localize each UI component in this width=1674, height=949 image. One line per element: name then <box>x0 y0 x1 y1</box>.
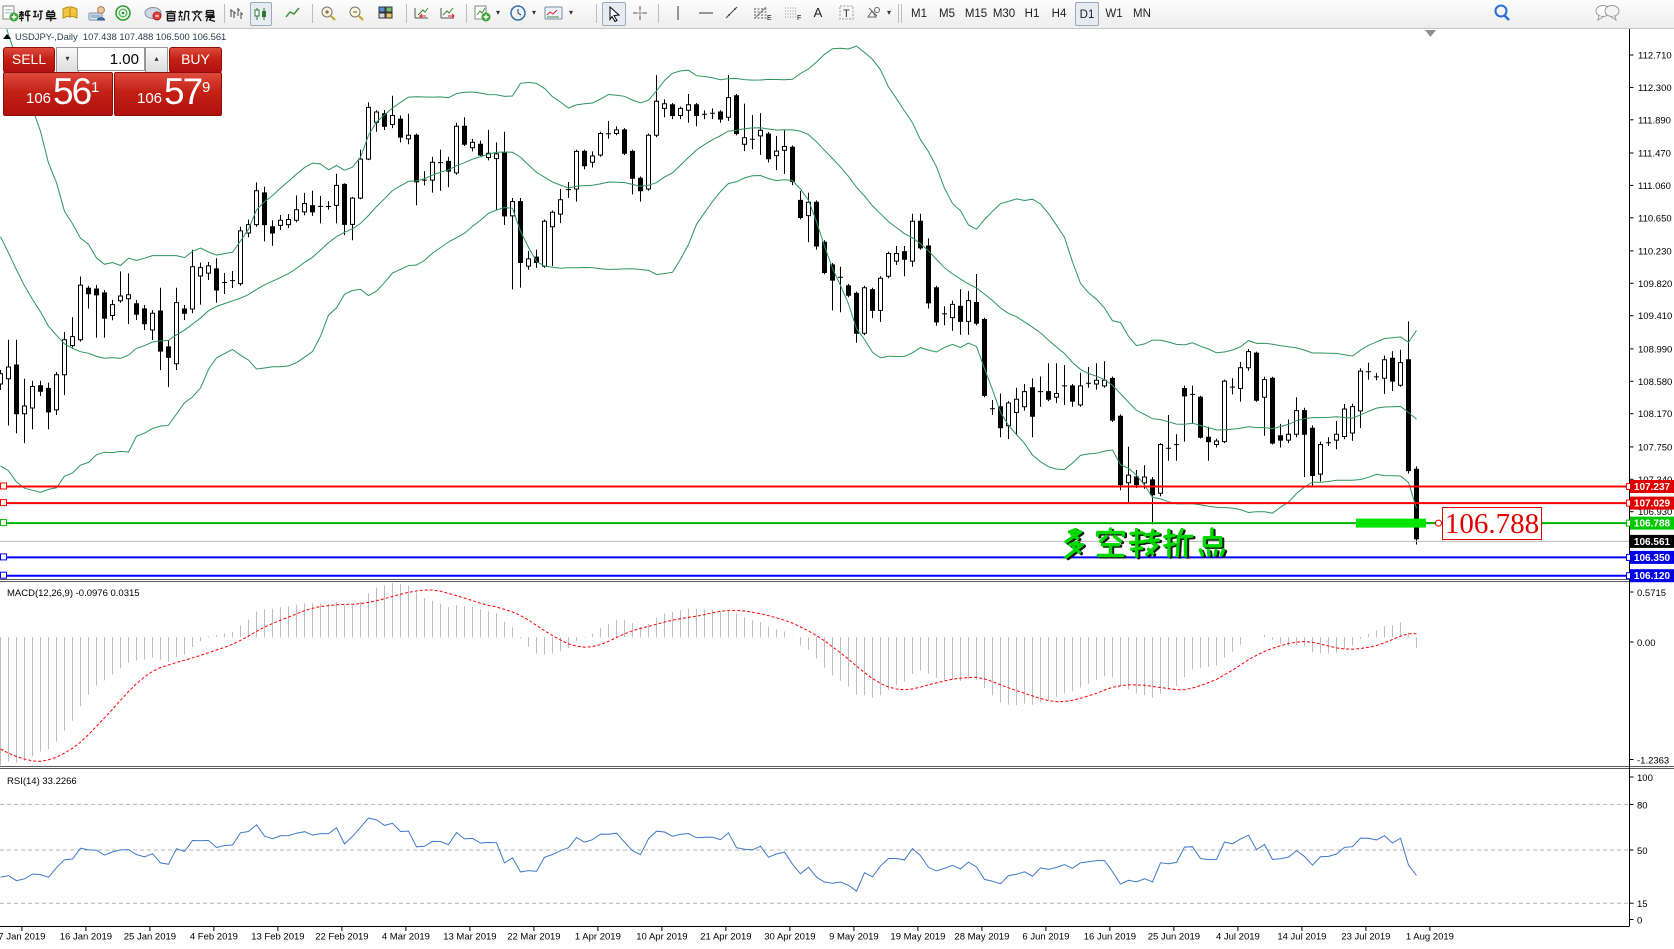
svg-text:10 Apr 2019: 10 Apr 2019 <box>636 932 687 943</box>
svg-text:106.561: 106.561 <box>1634 537 1671 548</box>
svg-text:108.580: 108.580 <box>1638 377 1672 388</box>
svg-text:23 Jul 2019: 23 Jul 2019 <box>1341 932 1390 943</box>
svg-text:25 Jan 2019: 25 Jan 2019 <box>124 932 176 943</box>
svg-text:112.300: 112.300 <box>1638 83 1672 94</box>
svg-text:13 Feb 2019: 13 Feb 2019 <box>251 932 304 943</box>
svg-text:50: 50 <box>1637 846 1648 857</box>
svg-text:106.788: 106.788 <box>1634 519 1671 530</box>
svg-text:28 May 2019: 28 May 2019 <box>954 932 1009 943</box>
svg-text:-1.2363: -1.2363 <box>1637 756 1669 767</box>
svg-text:107.237: 107.237 <box>1634 482 1671 493</box>
svg-text:111.890: 111.890 <box>1638 115 1671 126</box>
svg-text:109.410: 109.410 <box>1638 311 1672 322</box>
svg-text:USDJPY-,Daily 107.438 107.488: USDJPY-,Daily 107.438 107.488 106.500 10… <box>15 31 226 42</box>
svg-text:106.788: 106.788 <box>1445 508 1539 540</box>
svg-text:110.650: 110.650 <box>1638 213 1672 224</box>
svg-text:108.990: 108.990 <box>1638 344 1672 355</box>
svg-text:4 Jul 2019: 4 Jul 2019 <box>1216 932 1260 943</box>
svg-text:110.230: 110.230 <box>1638 246 1672 257</box>
svg-text:RSI(14) 33.2266: RSI(14) 33.2266 <box>7 776 77 787</box>
svg-text:15: 15 <box>1637 899 1648 910</box>
svg-text:111.470: 111.470 <box>1638 149 1671 160</box>
svg-text:21 Apr 2019: 21 Apr 2019 <box>700 932 751 943</box>
svg-text:22 Mar 2019: 22 Mar 2019 <box>507 932 560 943</box>
svg-text:T: T <box>843 8 850 20</box>
svg-text:0: 0 <box>1637 916 1642 927</box>
svg-text:107.750: 107.750 <box>1638 442 1672 453</box>
svg-text:4 Feb 2019: 4 Feb 2019 <box>190 932 238 943</box>
svg-text:F: F <box>797 15 801 21</box>
svg-text:9 May 2019: 9 May 2019 <box>829 932 879 943</box>
svg-text:0.5715: 0.5715 <box>1637 588 1666 599</box>
svg-text:111.060: 111.060 <box>1638 181 1671 192</box>
svg-text:100: 100 <box>1637 773 1653 784</box>
svg-text:112.710: 112.710 <box>1638 51 1672 62</box>
svg-text:MACD(12,26,9) -0.0976 0.0315: MACD(12,26,9) -0.0976 0.0315 <box>7 588 140 599</box>
svg-text:13 Mar 2019: 13 Mar 2019 <box>443 932 496 943</box>
svg-text:0.00: 0.00 <box>1637 638 1656 649</box>
svg-text:107.029: 107.029 <box>1634 499 1671 510</box>
svg-text:106.350: 106.350 <box>1634 553 1671 564</box>
svg-text:106.120: 106.120 <box>1634 571 1671 582</box>
svg-text:14 Jul 2019: 14 Jul 2019 <box>1277 932 1326 943</box>
svg-text:80: 80 <box>1637 800 1648 811</box>
svg-text:16 Jan 2019: 16 Jan 2019 <box>60 932 112 943</box>
svg-text:19 May 2019: 19 May 2019 <box>890 932 945 943</box>
svg-text:E: E <box>767 15 772 21</box>
svg-text:1 Aug 2019: 1 Aug 2019 <box>1406 932 1454 943</box>
svg-text:1 Apr 2019: 1 Apr 2019 <box>575 932 621 943</box>
svg-text:16 Jun 2019: 16 Jun 2019 <box>1084 932 1136 943</box>
svg-text:22 Feb 2019: 22 Feb 2019 <box>315 932 368 943</box>
svg-text:30 Apr 2019: 30 Apr 2019 <box>764 932 815 943</box>
svg-text:25 Jun 2019: 25 Jun 2019 <box>1148 932 1200 943</box>
svg-text:4 Mar 2019: 4 Mar 2019 <box>382 932 430 943</box>
svg-text:106.930: 106.930 <box>1638 507 1672 518</box>
svg-text:109.820: 109.820 <box>1638 279 1672 290</box>
svg-text:7 Jan 2019: 7 Jan 2019 <box>0 932 45 943</box>
svg-text:6 Jun 2019: 6 Jun 2019 <box>1022 932 1069 943</box>
svg-text:108.170: 108.170 <box>1638 409 1672 420</box>
